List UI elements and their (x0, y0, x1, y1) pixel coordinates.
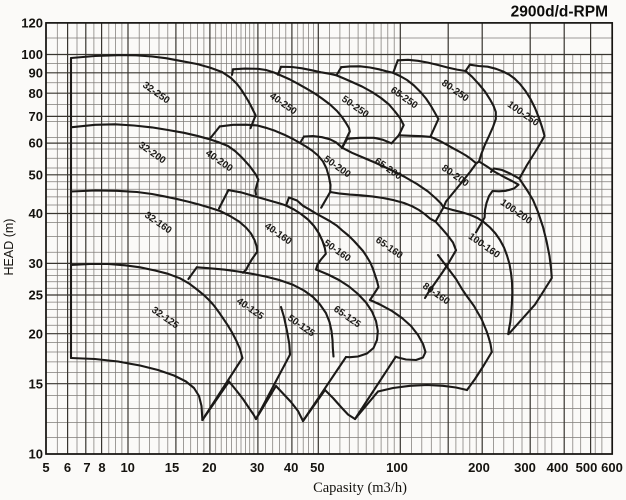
svg-text:5: 5 (42, 460, 49, 475)
svg-text:30: 30 (250, 460, 264, 475)
svg-text:30: 30 (29, 256, 43, 271)
svg-text:50: 50 (310, 460, 324, 475)
svg-text:200: 200 (468, 460, 490, 475)
svg-text:400: 400 (547, 460, 569, 475)
svg-text:HEAD (m): HEAD (m) (2, 219, 16, 276)
svg-text:2900d/d-RPM: 2900d/d-RPM (511, 4, 608, 21)
svg-text:8: 8 (98, 460, 105, 475)
svg-text:90: 90 (29, 65, 43, 80)
svg-text:70: 70 (29, 109, 43, 124)
svg-text:100: 100 (21, 47, 43, 62)
svg-text:6: 6 (64, 460, 71, 475)
svg-text:20: 20 (202, 460, 216, 475)
svg-text:600: 600 (601, 460, 623, 475)
svg-text:40: 40 (29, 206, 43, 221)
svg-text:300: 300 (514, 460, 536, 475)
svg-text:Capasity (m3/h): Capasity (m3/h) (313, 480, 407, 496)
svg-text:7: 7 (83, 460, 90, 475)
svg-text:500: 500 (576, 460, 598, 475)
svg-text:80: 80 (29, 86, 43, 101)
svg-text:40: 40 (284, 460, 298, 475)
svg-text:60: 60 (29, 136, 43, 151)
svg-text:15: 15 (165, 460, 179, 475)
svg-text:25: 25 (29, 288, 43, 303)
svg-text:10: 10 (29, 447, 43, 462)
svg-text:20: 20 (29, 326, 43, 341)
svg-text:10: 10 (120, 460, 134, 475)
svg-text:15: 15 (29, 376, 43, 391)
svg-text:50: 50 (29, 167, 43, 182)
svg-text:120: 120 (21, 16, 43, 31)
svg-text:100: 100 (386, 460, 408, 475)
